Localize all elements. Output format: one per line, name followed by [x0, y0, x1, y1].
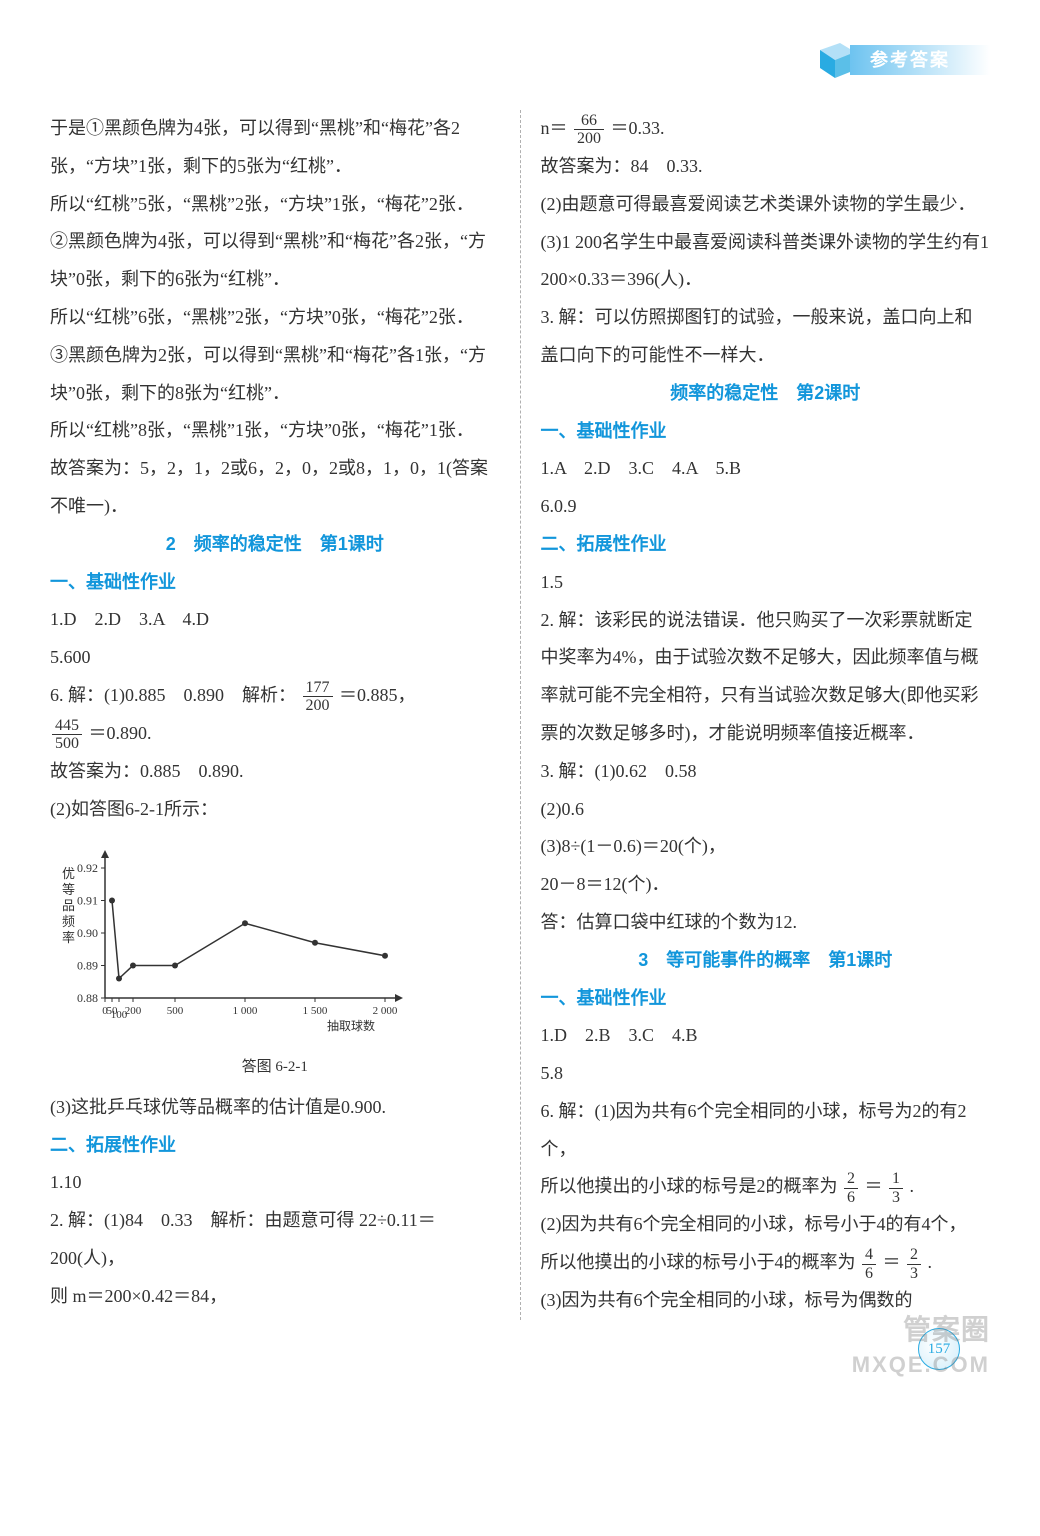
text: 1.A 2.D 3.C 4.A 5.B — [541, 450, 991, 488]
section-title: 2 频率的稳定性 第1课时 — [50, 526, 500, 564]
chart-6-2-1: 0.880.890.900.910.920501002005001 0001 5… — [50, 838, 500, 1083]
text: ②黑颜色牌为4张，可以得到“黑桃”和“梅花”各2张，“方块”0张，剩下的6张为“… — [50, 223, 500, 299]
text: 1.D 2.B 3.C 4.B — [541, 1017, 991, 1055]
text: 20－8＝12(个)． — [541, 866, 991, 904]
svg-text:0.89: 0.89 — [77, 959, 98, 973]
text: 故答案为：0.885 0.890. — [50, 753, 500, 791]
text: (2)0.6 — [541, 791, 991, 829]
text: 445500 ＝0.890. — [50, 715, 500, 753]
text: 6. 解：(1)因为共有6个完全相同的小球，标号为2的有2个， — [541, 1093, 991, 1169]
text: ③黑颜色牌为2张，可以得到“黑桃”和“梅花”各1张，“方块”0张，剩下的8张为“… — [50, 337, 500, 413]
svg-text:率: 率 — [62, 930, 75, 945]
fraction: 13 — [889, 1170, 903, 1206]
svg-text:500: 500 — [167, 1005, 184, 1017]
fraction: 66200 — [574, 112, 604, 148]
content-columns: 于是①黑颜色牌为4张，可以得到“黑桃”和“梅花”各2张，“方块”1张，剩下的5张… — [50, 110, 990, 1320]
subsection-title: 一、基础性作业 — [50, 564, 500, 602]
text: 故答案为：5，2，1，2或6，2，0，2或8，1，0，1(答案不唯一)． — [50, 450, 500, 526]
text: 所以他摸出的小球的标号是2的概率为 26 ＝ 13 . — [541, 1168, 991, 1206]
subsection-title: 一、基础性作业 — [541, 413, 991, 451]
text: (3)这批乒乓球优等品概率的估计值是0.900. — [50, 1089, 500, 1127]
banner-label: 参考答案 — [850, 45, 990, 75]
text-span: . — [910, 1176, 915, 1196]
text: 所以“红桃”8张，“黑桃”1张，“方块”0张，“梅花”1张． — [50, 412, 500, 450]
section-title: 3 等可能事件的概率 第1课时 — [541, 942, 991, 980]
text-span: ＝0.885， — [339, 685, 416, 705]
text: 6. 解：(1)0.885 0.890 解析： 177200 ＝0.885， — [50, 677, 500, 715]
answer-banner: 参考答案 — [810, 40, 990, 80]
text: (2)如答图6-2-1所示： — [50, 791, 500, 829]
svg-text:200: 200 — [125, 1005, 142, 1017]
fraction: 23 — [907, 1246, 921, 1282]
svg-text:1 000: 1 000 — [233, 1005, 258, 1017]
svg-text:优: 优 — [62, 866, 75, 881]
text-span: 6. 解：(1)0.885 0.890 解析： — [50, 685, 296, 705]
fraction: 26 — [844, 1170, 858, 1206]
chart-caption: 答图 6-2-1 — [50, 1052, 500, 1084]
svg-text:2 000: 2 000 — [373, 1005, 398, 1017]
text-span: 所以他摸出的小球的标号是2的概率为 — [541, 1176, 838, 1196]
frequency-chart-svg: 0.880.890.900.910.920501002005001 0001 5… — [50, 838, 410, 1038]
text: 5.600 — [50, 639, 500, 677]
column-divider — [520, 110, 521, 1320]
text: (2)因为共有6个完全相同的小球，标号小于4的有4个， — [541, 1206, 991, 1244]
text: 所以他摸出的小球的标号小于4的概率为 46 ＝ 23 . — [541, 1244, 991, 1282]
text: 答：估算口袋中红球的个数为12. — [541, 904, 991, 942]
watermark-url: MXQE.COM — [852, 1342, 990, 1388]
text-span: ＝0.890. — [89, 723, 152, 743]
text: 所以“红桃”6张，“黑桃”2张，“方块”0张，“梅花”2张． — [50, 299, 500, 337]
subsection-title: 二、拓展性作业 — [50, 1127, 500, 1165]
text: (3)1 200名学生中最喜爱阅读科普类课外读物的学生约有1 200×0.33＝… — [541, 224, 991, 300]
section-title: 频率的稳定性 第2课时 — [541, 375, 991, 413]
svg-text:0.91: 0.91 — [77, 894, 98, 908]
svg-text:0.88: 0.88 — [77, 991, 98, 1005]
text: 于是①黑颜色牌为4张，可以得到“黑桃”和“梅花”各2张，“方块”1张，剩下的5张… — [50, 110, 500, 186]
text: 3. 解：(1)0.62 0.58 — [541, 753, 991, 791]
text-span: 所以他摸出的小球的标号小于4的概率为 — [541, 1252, 856, 1272]
text: (2)由题意可得最喜爱阅读艺术类课外读物的学生最少． — [541, 186, 991, 224]
left-column: 于是①黑颜色牌为4张，可以得到“黑桃”和“梅花”各2张，“方块”1张，剩下的5张… — [50, 110, 500, 1320]
text: 5.8 — [541, 1055, 991, 1093]
fraction: 177200 — [303, 679, 333, 715]
svg-text:抽取球数: 抽取球数 — [327, 1018, 375, 1033]
fraction: 46 — [862, 1246, 876, 1282]
text: 1.D 2.D 3.A 4.D — [50, 601, 500, 639]
text: 3. 解：可以仿照掷图钉的试验，一般来说，盖口向上和盖口向下的可能性不一样大． — [541, 299, 991, 375]
svg-text:0.92: 0.92 — [77, 861, 98, 875]
text: n＝ 66200 ＝0.33. — [541, 110, 991, 148]
svg-text:1 500: 1 500 — [303, 1005, 328, 1017]
svg-text:频: 频 — [62, 914, 75, 929]
text-span: ＝ — [883, 1252, 901, 1272]
text-span: . — [928, 1252, 933, 1272]
text: 6.0.9 — [541, 488, 991, 526]
text: 2. 解：该彩民的说法错误．他只购买了一次彩票就断定中奖率为4%，由于试验次数不… — [541, 602, 991, 753]
text: 则 m＝200×0.42＝84， — [50, 1278, 500, 1316]
text: (3)8÷(1－0.6)＝20(个)， — [541, 828, 991, 866]
page: 参考答案 于是①黑颜色牌为4张，可以得到“黑桃”和“梅花”各2张，“方块”1张，… — [0, 0, 1040, 1400]
text-span: ＝ — [865, 1176, 883, 1196]
svg-text:0.90: 0.90 — [77, 926, 98, 940]
text: 故答案为：84 0.33. — [541, 148, 991, 186]
right-column: n＝ 66200 ＝0.33. 故答案为：84 0.33. (2)由题意可得最喜… — [541, 110, 991, 1320]
text: 所以“红桃”5张，“黑桃”2张，“方块”1张，“梅花”2张． — [50, 186, 500, 224]
svg-text:等: 等 — [62, 882, 75, 897]
text: 1.10 — [50, 1164, 500, 1202]
text: 2. 解：(1)84 0.33 解析：由题意可得 22÷0.11＝200(人)， — [50, 1202, 500, 1278]
subsection-title: 一、基础性作业 — [541, 980, 991, 1018]
subsection-title: 二、拓展性作业 — [541, 526, 991, 564]
text-span: ＝0.33. — [611, 118, 665, 138]
svg-text:品: 品 — [62, 898, 75, 913]
fraction: 445500 — [52, 717, 82, 753]
text-span: n＝ — [541, 118, 568, 138]
text: 1.5 — [541, 564, 991, 602]
